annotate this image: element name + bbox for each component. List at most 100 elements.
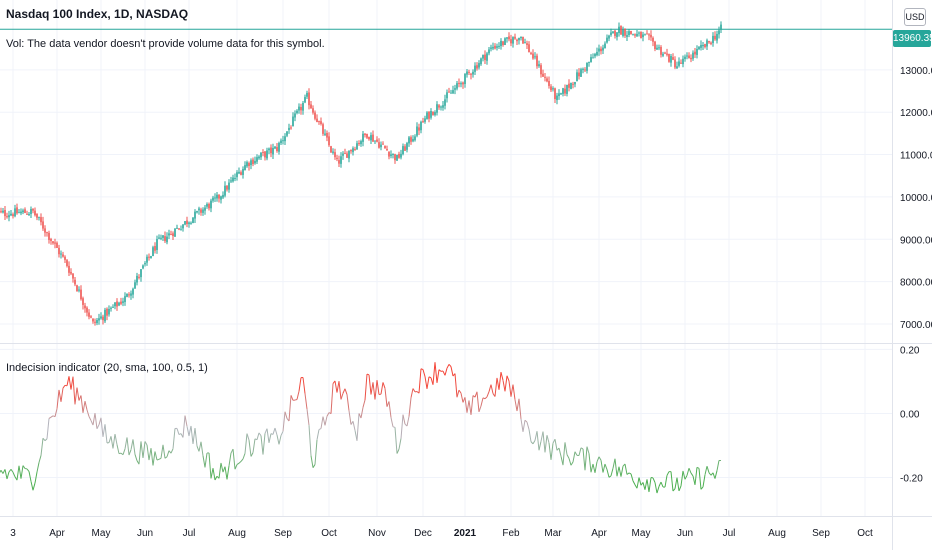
indicator-segment (62, 385, 66, 389)
candle (116, 298, 118, 311)
candle (22, 208, 24, 215)
candle (608, 34, 610, 42)
indicator-segment (584, 446, 588, 471)
candle-body (550, 86, 552, 91)
candle (2, 208, 4, 214)
candle (130, 290, 132, 300)
indicator-segment (166, 450, 170, 457)
candle-body (542, 73, 544, 77)
candle-body (192, 217, 194, 223)
candle-body (500, 40, 502, 47)
candle-body (44, 228, 46, 233)
candle (454, 84, 456, 95)
candle-body (100, 316, 102, 319)
candle-body (168, 233, 170, 236)
candle-body (668, 54, 670, 62)
candle-body (128, 294, 130, 296)
candle (160, 234, 162, 241)
indicator-segment (626, 472, 630, 475)
candle-body (380, 144, 382, 148)
candle-body (286, 131, 288, 136)
candle-body (494, 45, 496, 49)
candle (262, 149, 264, 157)
candle-body (68, 265, 70, 273)
candle-body (574, 82, 576, 85)
candle-body (662, 53, 664, 56)
candle (18, 208, 20, 214)
candle-body (220, 196, 222, 200)
indicator-segment (108, 436, 112, 443)
indicator-segment (380, 382, 384, 395)
indicator-segment (454, 373, 458, 398)
candle (718, 26, 720, 39)
candle-body (282, 140, 284, 142)
candle (426, 111, 428, 120)
indicator-segment (694, 467, 698, 485)
candle-body (324, 133, 326, 135)
indicator-segment (514, 399, 518, 412)
indicator-segment (28, 471, 32, 482)
candle (558, 89, 560, 100)
candle-body (10, 213, 12, 216)
candle (308, 88, 310, 110)
indicator-segment (336, 381, 340, 393)
candle (336, 154, 338, 162)
indicator-segment (214, 476, 218, 481)
candle-body (42, 221, 44, 229)
candle (540, 63, 542, 78)
candle (442, 100, 444, 111)
candle-body (672, 57, 674, 60)
indicator-segment (642, 482, 646, 490)
indicator-segment (388, 401, 392, 418)
candle-body (280, 140, 282, 144)
indicator-tick-label: 0.20 (900, 345, 920, 356)
candle (296, 109, 298, 115)
candle-body (430, 110, 432, 118)
candle-body (8, 215, 10, 218)
indicator-segment (684, 475, 688, 480)
currency-button[interactable]: USD (904, 8, 926, 26)
candle-body (676, 66, 678, 69)
candle (338, 155, 340, 167)
candle (194, 209, 196, 223)
candle-body (306, 92, 308, 97)
indicator-segment (60, 387, 64, 402)
candle-body (336, 157, 338, 159)
candle-body (410, 137, 412, 142)
indicator-segment (10, 469, 14, 473)
candle (472, 69, 474, 78)
indicator-segment (248, 439, 252, 457)
symbol-title: Nasdaq 100 Index, 1D, NASDAQ (6, 7, 189, 21)
candle (686, 52, 688, 60)
candlestick-series (0, 21, 722, 326)
indicator-segment (656, 486, 660, 494)
candle (708, 40, 710, 44)
candle-body (300, 107, 302, 111)
candle-body (666, 53, 668, 55)
candle-body (656, 47, 658, 50)
candle-body (376, 139, 378, 142)
indicator-segment (608, 475, 612, 478)
indicator-segment (66, 376, 70, 386)
candle-body (644, 34, 646, 36)
candle (408, 136, 410, 147)
candle (566, 84, 568, 97)
indicator-segment (240, 458, 244, 462)
candle (424, 115, 426, 124)
indicator-segment (422, 369, 426, 377)
candle (486, 51, 488, 65)
indicator-segment (278, 435, 282, 445)
candle (74, 276, 76, 287)
indicator-segment (58, 389, 62, 402)
indicator-segment (250, 452, 254, 457)
candle (400, 149, 402, 160)
candle-body (400, 153, 402, 158)
indicator-segment (370, 382, 374, 395)
candle (692, 50, 694, 61)
candle (216, 191, 218, 202)
candle (224, 181, 226, 198)
indicator-segment (434, 362, 438, 383)
candle (478, 60, 480, 70)
candle (268, 147, 270, 155)
